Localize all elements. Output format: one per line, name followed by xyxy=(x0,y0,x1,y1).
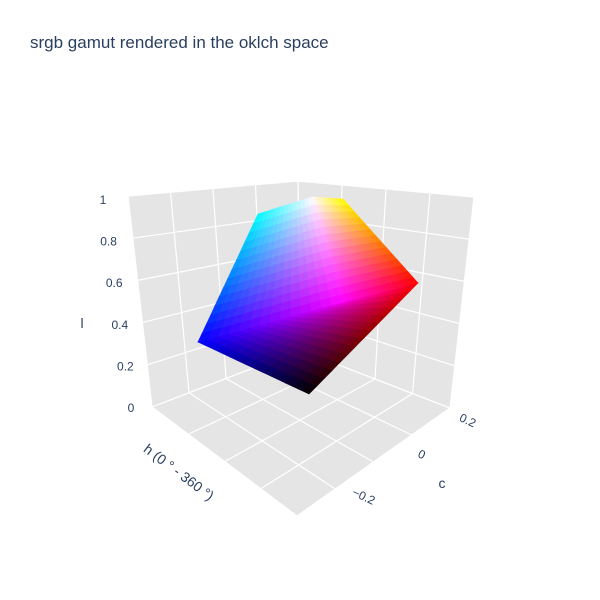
gridline-right-wall xyxy=(449,196,475,409)
chart-title: srgb gamut rendered in the oklch space xyxy=(30,33,329,52)
surface-patch xyxy=(340,198,350,206)
gridline-floor xyxy=(296,407,451,517)
face-left xyxy=(197,196,343,343)
c-axis-title: c xyxy=(439,475,446,491)
l-tick-label: 0.6 xyxy=(106,276,123,290)
c-tick-label: 0 xyxy=(416,447,428,463)
l-tick-label: 0.8 xyxy=(100,235,117,249)
l-tick-label: 1 xyxy=(100,193,107,207)
surface-patch xyxy=(292,201,298,212)
h-axis-title: h (0 ° - 360 °) xyxy=(141,440,217,503)
gridline-left-wall xyxy=(127,195,153,408)
c-tick-label: −0.2 xyxy=(350,485,378,508)
gridline-left-wall xyxy=(169,192,190,393)
gridline-floor xyxy=(260,392,413,490)
l-axis-title: l xyxy=(80,315,83,331)
l-tick-label: 0.2 xyxy=(117,359,134,373)
floor-wall xyxy=(152,350,450,516)
gamut-surface xyxy=(197,196,419,395)
c-tick-label: 0.2 xyxy=(457,411,478,431)
gridline-floor xyxy=(225,377,374,463)
surface-patch xyxy=(287,202,294,213)
l-tick-label: 0.4 xyxy=(111,318,128,332)
l-tick-label: 0 xyxy=(128,401,135,415)
gridline-right-wall xyxy=(411,192,431,394)
face-right xyxy=(311,196,419,303)
